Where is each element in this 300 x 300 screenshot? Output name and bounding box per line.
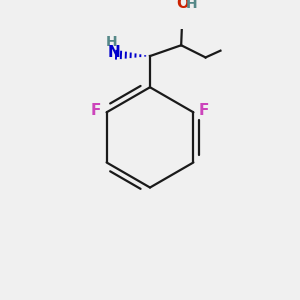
Text: F: F [91, 103, 101, 118]
Text: F: F [199, 103, 209, 118]
Text: H: H [186, 0, 197, 11]
Text: H: H [106, 35, 118, 49]
Text: O: O [176, 0, 189, 11]
Text: N: N [108, 44, 120, 59]
